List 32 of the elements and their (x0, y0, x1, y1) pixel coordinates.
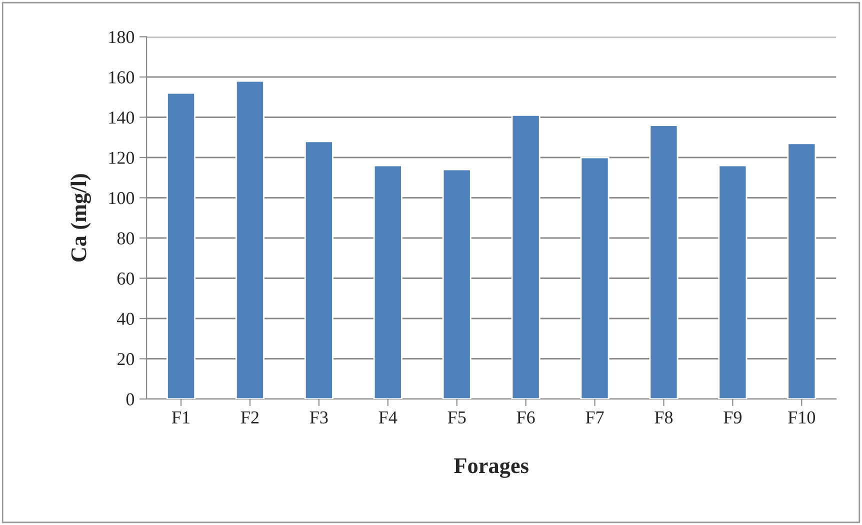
x-tick-label: F2 (240, 411, 259, 424)
x-tick-label: F9 (724, 411, 742, 424)
x-tick-label: F5 (448, 412, 466, 424)
x-tick-label: F3 (310, 411, 328, 424)
x-tick-label: F7 (586, 412, 604, 424)
y-tick-label: 180 (109, 31, 134, 44)
bar (442, 168, 472, 399)
bar (649, 124, 678, 399)
x-tick-label: F1 (172, 411, 190, 424)
bar (373, 164, 402, 399)
y-tick-label: 80 (117, 232, 134, 244)
y-tick-label: 160 (109, 71, 134, 84)
y-tick-label: 20 (117, 353, 134, 366)
bar (718, 164, 748, 399)
x-tick-label: F10 (788, 411, 816, 424)
bar (235, 80, 264, 399)
bar (511, 114, 540, 399)
x-axis-title: Forages (454, 458, 528, 478)
y-tick-label: 60 (117, 272, 134, 285)
y-tick-label: 100 (109, 192, 134, 204)
y-tick-label: 40 (117, 312, 134, 325)
bar (787, 142, 816, 399)
x-tick-label: F6 (516, 411, 535, 424)
bar (304, 140, 334, 399)
x-tick-label: F4 (378, 411, 398, 424)
y-tick-label: 0 (126, 393, 134, 406)
y-tick-label: 140 (109, 112, 134, 124)
y-axis-title: Ca (mg/l) (70, 174, 91, 262)
x-tick-label: F8 (654, 411, 673, 424)
bar (166, 92, 196, 399)
bar (580, 156, 610, 399)
y-tick-label: 120 (109, 152, 134, 164)
